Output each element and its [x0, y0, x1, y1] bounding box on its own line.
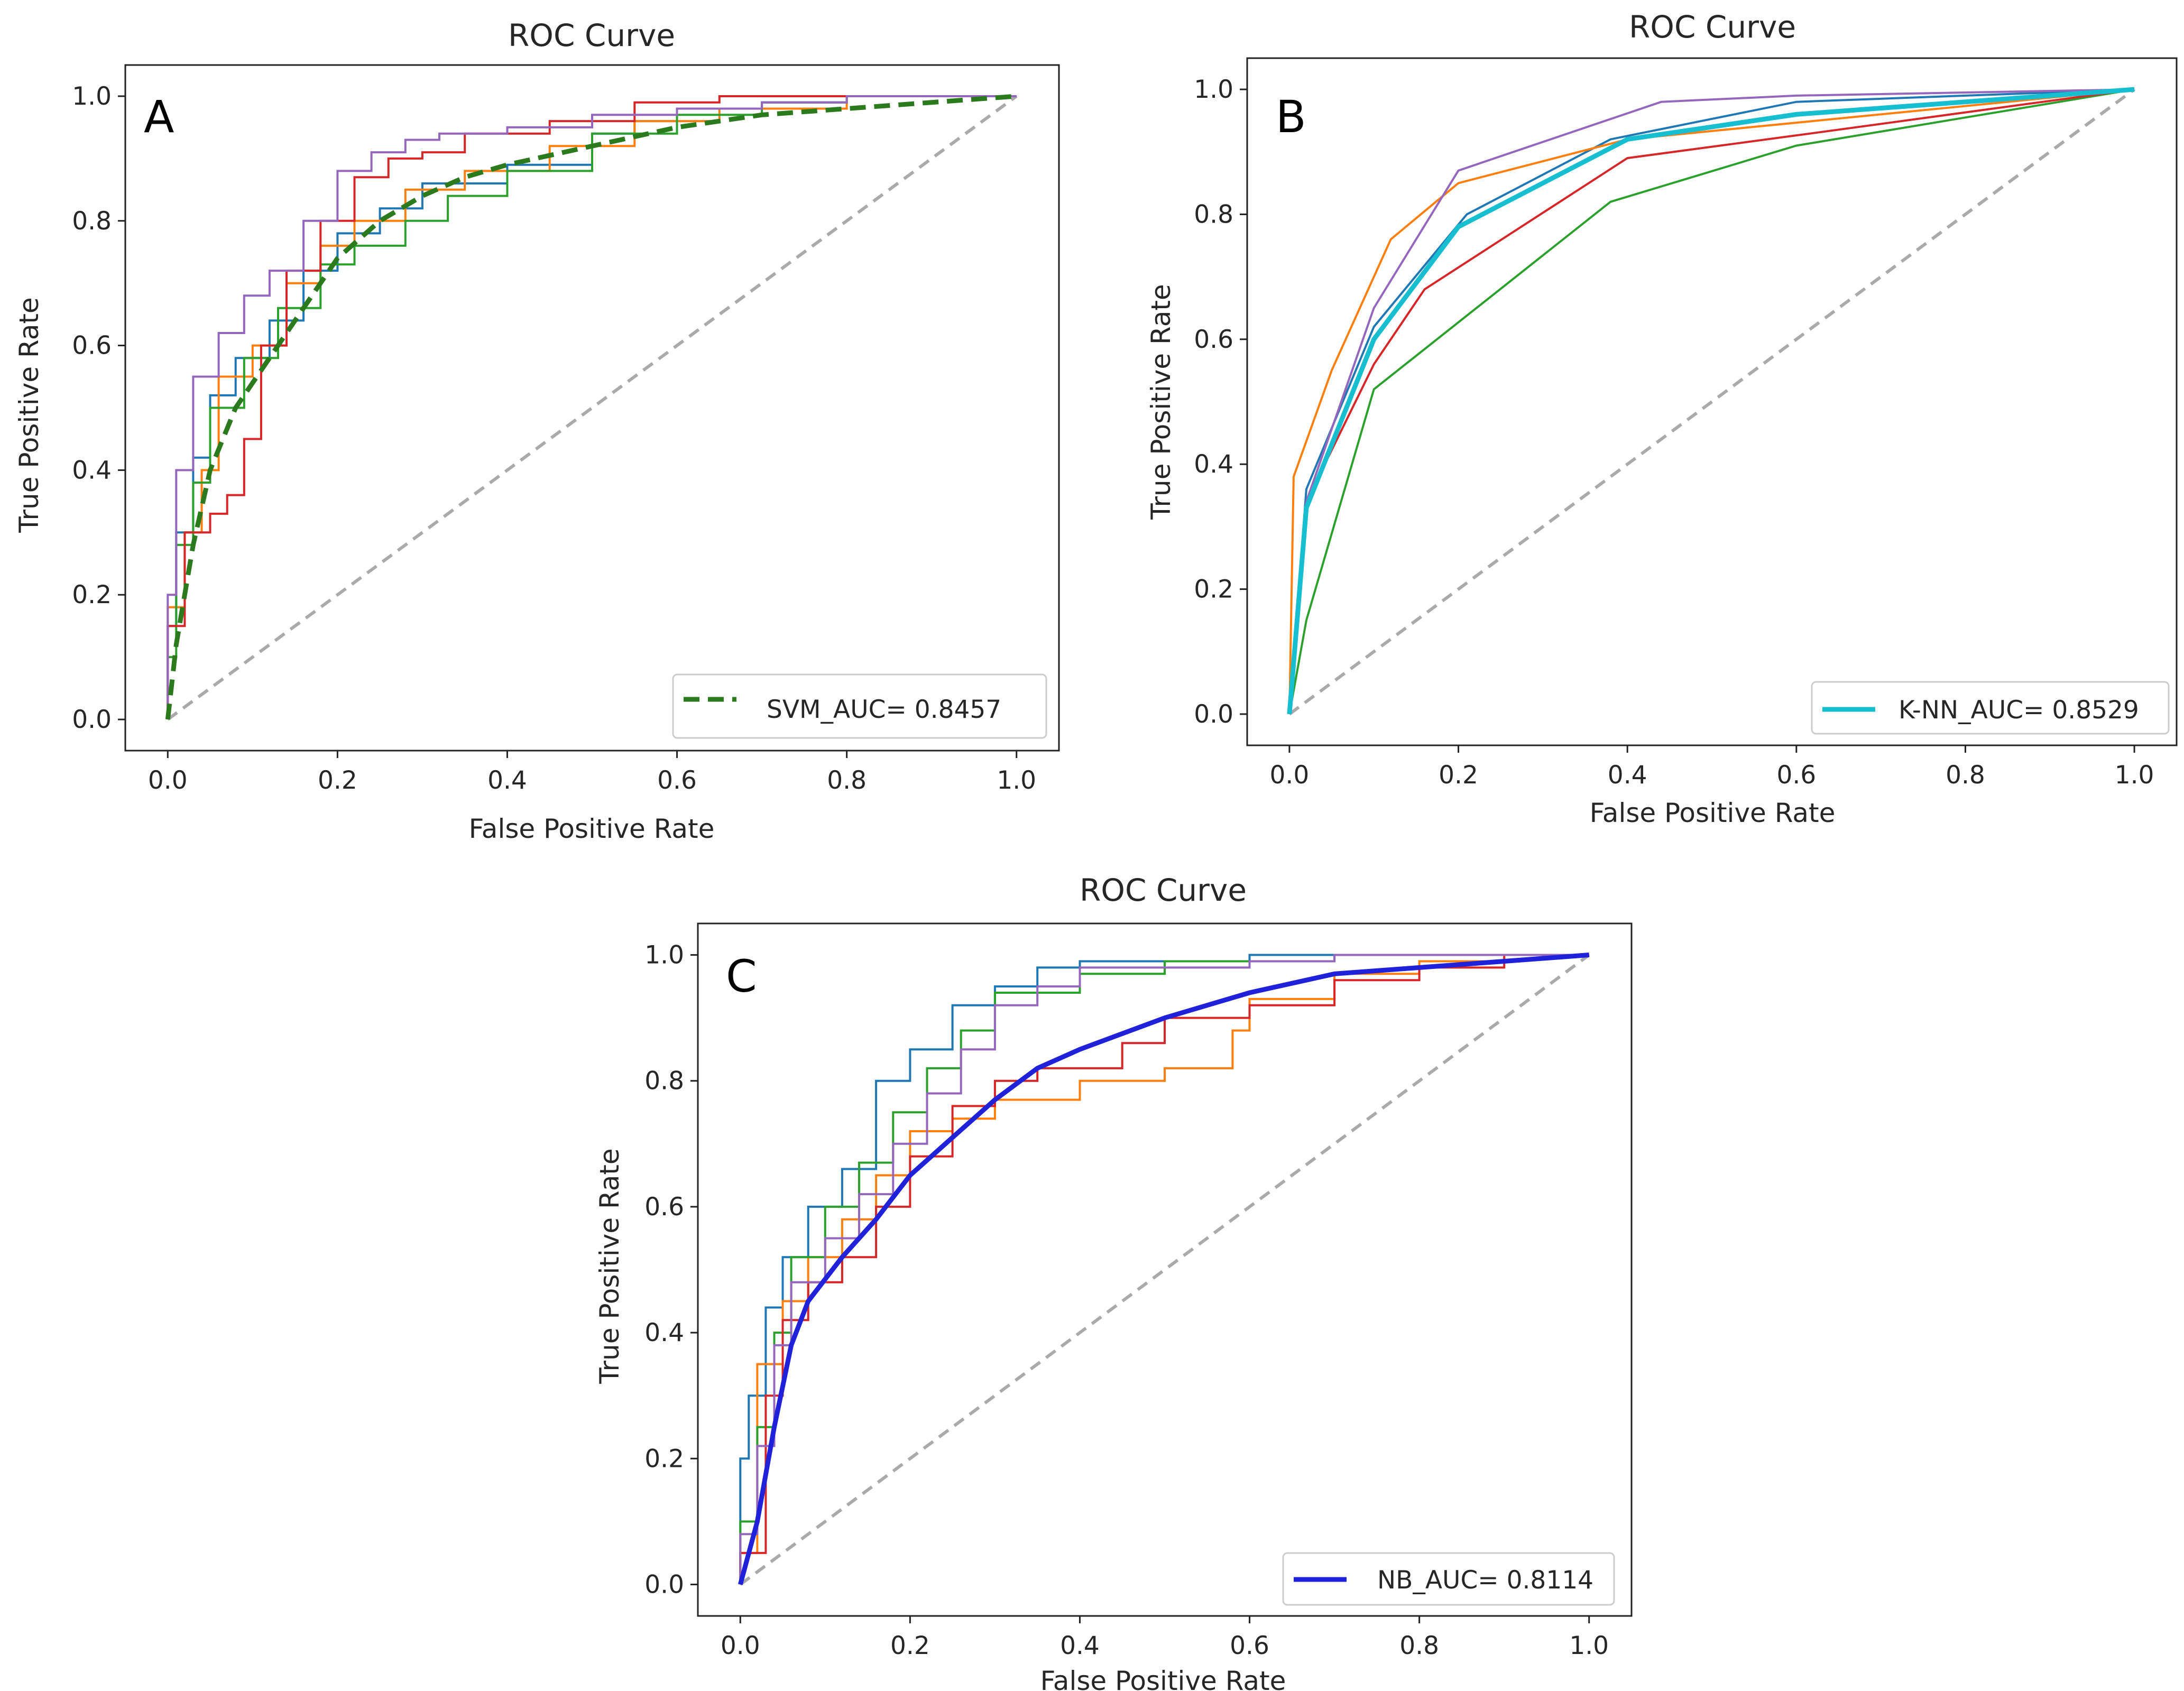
- panel-b-chance-line: [1288, 88, 2135, 716]
- panel-b-xtick-label-5: 1.0: [2115, 761, 2154, 790]
- panel-a-ytick-label-5: 1.0: [72, 82, 112, 111]
- panel-a-xtick-label-0: 0.0: [148, 766, 188, 795]
- panel-b-ytick-label-0: 0.0: [1194, 700, 1233, 729]
- panel-a-ytick-label-0: 0.0: [72, 705, 112, 734]
- panel-b-legend-label: K-NN_AUC= 0.8529: [1899, 696, 2139, 725]
- panel-a-axes-frame: [124, 64, 1060, 752]
- panel-b-roc-mean: [1287, 87, 2135, 715]
- panel-a-xtick-label-4: 0.8: [827, 766, 867, 795]
- panel-c-roc-fold-1: [739, 954, 1589, 1585]
- panel-b-xtick-label-2: 0.4: [1608, 761, 1647, 790]
- panel-b-ytick-label-3: 0.6: [1194, 325, 1233, 354]
- panel-c-ytick-label-2: 0.4: [644, 1318, 684, 1347]
- panel-c-roc-mean: [738, 953, 1590, 1585]
- panel-b-title: ROC Curve: [1629, 9, 1796, 45]
- panel-a-roc-fold-5: [167, 95, 1017, 719]
- panel-b-xtick-label-1: 0.2: [1439, 761, 1478, 790]
- panel-a-legend-frame: [672, 673, 1047, 739]
- panel-a-legend: SVM_AUC= 0.8457: [672, 673, 1047, 739]
- panel-a-xtick-label-5: 1.0: [997, 766, 1036, 795]
- panel-b-xtick-label-3: 0.6: [1776, 761, 1816, 790]
- panel-c-xlabel: False Positive Rate: [1040, 1666, 1286, 1691]
- panel-c-roc-fold-5: [739, 954, 1589, 1585]
- panel-c-xtick-label-4: 0.8: [1399, 1631, 1439, 1660]
- panel-c-xtick-label-5: 1.0: [1569, 1631, 1609, 1660]
- panel-c-legend: NB_AUC= 0.8114: [1282, 1552, 1615, 1606]
- panel-c-chance-line: [739, 954, 1590, 1586]
- panel-a-xtick-label-1: 0.2: [318, 766, 357, 795]
- panel-b-xtick-label-0: 0.0: [1270, 761, 1310, 790]
- panel-a-svm: ROC Curve False Positive Rate True Posit…: [14, 17, 1060, 844]
- panel-c-xtick-label-0: 0.0: [721, 1631, 760, 1660]
- panel-b-ytick-label-1: 0.2: [1194, 575, 1233, 604]
- panel-a-ytick-label-2: 0.4: [72, 456, 112, 485]
- panel-a-chance-line: [167, 95, 1018, 721]
- panel-c-ytick-label-4: 0.8: [644, 1067, 684, 1096]
- panel-a-xtick-label-3: 0.6: [657, 766, 697, 795]
- panel-b-roc-fold-3: [1288, 88, 2135, 715]
- panel-a-ytick-label-1: 0.2: [72, 580, 112, 609]
- panel-b-axes-frame: [1246, 57, 2178, 746]
- panel-b-legend-frame: [1811, 681, 2170, 735]
- panel-c-axes-frame: [697, 922, 1633, 1617]
- panel-a-ylabel: True Positive Rate: [14, 297, 44, 533]
- panel-a-title: ROC Curve: [508, 17, 675, 53]
- panel-b-ytick-label-2: 0.4: [1194, 450, 1233, 479]
- panel-a-ytick-label-3: 0.6: [72, 331, 112, 361]
- panel-c-ytick-label-1: 0.2: [644, 1444, 684, 1473]
- panel-b-knn: ROC Curve False Positive Rate True Posit…: [1146, 9, 2178, 828]
- panel-c-ytick-label-5: 1.0: [644, 941, 684, 970]
- panel-a-xlabel: False Positive Rate: [469, 814, 715, 844]
- panel-b-legend: K-NN_AUC= 0.8529: [1811, 681, 2170, 735]
- panel-b-ylabel: True Positive Rate: [1146, 284, 1176, 520]
- panel-c-letter: C: [726, 950, 757, 1002]
- panel-b-letter: B: [1276, 91, 1306, 143]
- panel-c-nb: ROC Curve False Positive Rate True Posit…: [594, 872, 1633, 1691]
- panel-b-roc-fold-1: [1288, 88, 2135, 715]
- panel-c-xtick-label-3: 0.6: [1230, 1631, 1269, 1660]
- panel-a-letter: A: [144, 91, 174, 143]
- panel-c-xtick-label-1: 0.2: [890, 1631, 930, 1660]
- panel-c-ylabel: True Positive Rate: [594, 1148, 625, 1384]
- panel-c-legend-label: NB_AUC= 0.8114: [1377, 1566, 1593, 1595]
- panel-a-ytick-label-4: 0.8: [72, 207, 112, 236]
- panel-c-ytick-label-0: 0.0: [644, 1570, 684, 1599]
- panel-a-legend-label: SVM_AUC= 0.8457: [767, 695, 1001, 724]
- panel-c-ytick-label-3: 0.6: [644, 1193, 684, 1222]
- panel-b-ytick-label-4: 0.8: [1194, 200, 1233, 229]
- panel-c-xtick-label-2: 0.4: [1060, 1631, 1100, 1660]
- panel-c-title: ROC Curve: [1080, 872, 1247, 908]
- panel-b-ytick-label-5: 1.0: [1194, 75, 1233, 104]
- panel-b-xlabel: False Positive Rate: [1590, 798, 1836, 828]
- panel-a-xtick-label-2: 0.4: [487, 766, 527, 795]
- panel-b-xtick-label-4: 0.8: [1946, 761, 1985, 790]
- panel-c-legend-frame: [1282, 1552, 1615, 1606]
